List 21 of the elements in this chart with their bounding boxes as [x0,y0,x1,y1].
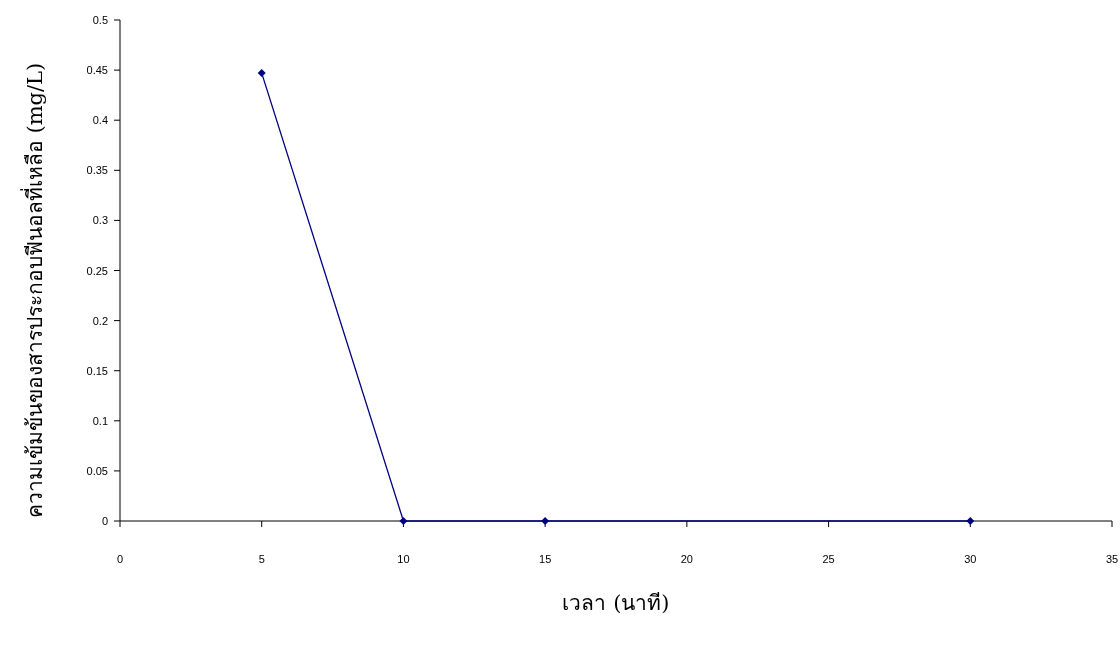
y-axis-title: ความเข้มข้นของสารประกอบฟีนอลที่เหลือ (mg/L) [20,62,47,519]
y-tick-label: 0.2 [92,314,108,327]
x-tick-label: 35 [1105,553,1119,565]
y-tick-label: 0.25 [86,264,108,277]
y-tick-label: 0.5 [92,14,108,26]
y-tick-label: 0 [101,515,108,527]
y-tick-label: 0.45 [86,64,108,77]
x-tick-label: 25 [822,553,835,565]
y-tick-label: 0.05 [86,464,108,477]
x-tick-label: 5 [258,553,265,565]
x-axis-title: เวลา (นาที) [562,591,670,615]
x-tick-label: 15 [539,553,552,565]
x-tick-label: 10 [397,553,410,565]
y-tick-label: 0.3 [92,214,108,227]
y-tick-label: 0.15 [86,364,108,377]
y-tick-label: 0.35 [86,164,108,177]
y-tick-label: 0.4 [92,114,108,127]
x-tick-label: 30 [964,553,977,565]
y-tick-label: 0.1 [92,414,108,427]
x-tick-label: 20 [680,553,693,565]
x-tick-label: 0 [116,553,124,565]
